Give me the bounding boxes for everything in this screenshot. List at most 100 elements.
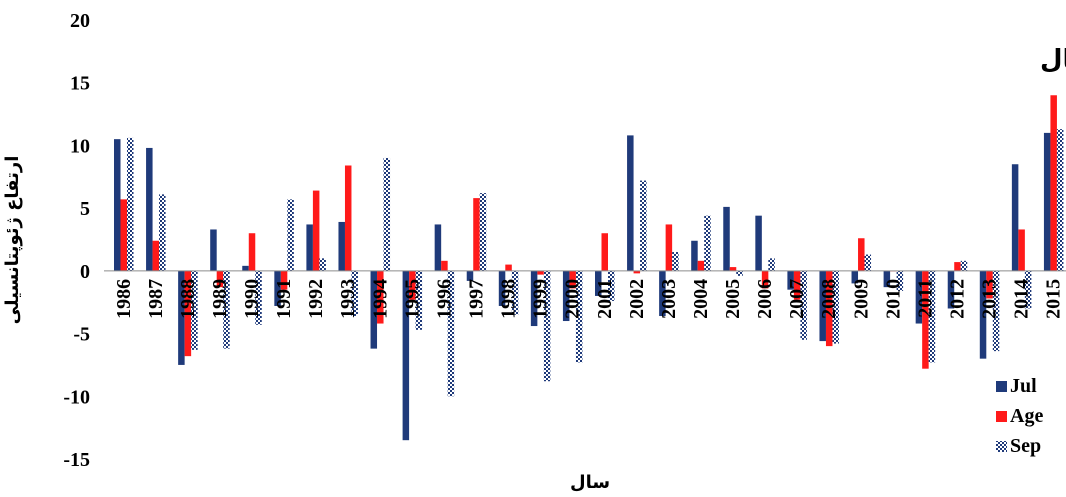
bar-jul-2008 [819, 270, 826, 342]
x-tick-label: 1988 [177, 279, 199, 319]
bar-age-2000 [569, 270, 576, 289]
bar-sep-1991 [287, 199, 294, 271]
bar-age-1993 [344, 165, 352, 271]
bar-sep-1992 [319, 258, 326, 271]
bar-jul-1988 [178, 270, 185, 365]
bar-sep-2014 [1024, 270, 1032, 309]
x-tick-label: 2000 [562, 279, 584, 319]
bar-jul-1990 [242, 265, 249, 271]
bar-sep-1998 [511, 270, 519, 315]
bar-sep-2013 [992, 270, 1000, 352]
bar-sep-2008 [832, 270, 839, 344]
bar-sep-1990 [255, 270, 262, 325]
bar-jul-2000 [562, 270, 570, 322]
x-tick-label: 2002 [626, 279, 648, 319]
bar-age-1989 [216, 270, 224, 288]
legend-swatch-age [996, 411, 1007, 422]
bar-age-2014 [1018, 229, 1025, 271]
bar-age-2007 [793, 270, 801, 300]
bar-age-2005 [729, 267, 737, 271]
bar-jul-1992 [306, 224, 313, 271]
bar-age-2004 [697, 260, 705, 271]
x-axis-title: سال [570, 472, 610, 493]
bar-sep-2012 [960, 260, 968, 271]
bar-jul-2012 [947, 270, 955, 309]
bar-sep-2003 [672, 252, 679, 271]
legend-label-age: Age [1010, 405, 1043, 427]
bar-age-2015 [1050, 95, 1057, 271]
bar-jul-1989 [210, 229, 217, 271]
bar-age-1990 [248, 233, 256, 271]
y-axis-ticks: 20 15 10 5 0 -5 -10 -15 [63, 10, 90, 471]
bar-jul-2005 [723, 206, 730, 271]
bar-sep-1996 [447, 270, 455, 397]
bar-jul-2001 [595, 270, 602, 296]
bars-layer [114, 95, 1064, 441]
bar-jul-2002 [627, 135, 634, 271]
x-tick-label: 1986 [113, 279, 135, 319]
bar-jul-2006 [755, 215, 762, 271]
x-tick-label: 2004 [690, 279, 712, 319]
bar-sep-2001 [608, 270, 615, 301]
bar-jul-2015 [1043, 132, 1051, 271]
bar-age-1994 [377, 270, 384, 324]
bar-jul-1996 [434, 224, 442, 271]
bar-jul-2007 [787, 270, 794, 290]
y-axis-title: ارتفاع ژئوپتانسیلی [2, 156, 23, 325]
bar-sep-2000 [575, 270, 583, 363]
x-tick-label: 2012 [946, 279, 968, 319]
bar-age-2011 [922, 270, 929, 369]
x-tick-label: 1992 [305, 279, 327, 319]
bar-sep-2002 [640, 180, 647, 271]
bar-sep-1999 [543, 270, 551, 382]
bar-age-1988 [184, 270, 192, 357]
bar-sep-1995 [415, 270, 423, 330]
legend-swatch-jul [996, 381, 1007, 392]
x-tick-label: 2005 [722, 279, 744, 319]
category-labels: 1986 1987 1988 1989 1990 1991 1992 1993 1994 1995… [113, 279, 1065, 319]
bar-age-2006 [761, 270, 769, 289]
bar-age-1996 [441, 260, 448, 271]
bar-sep-2015 [1056, 129, 1064, 271]
y-tick-label: 20 [70, 10, 90, 32]
chart-title: تراز ۸۵۰ هکتوپاسکال [1040, 45, 1066, 75]
y-tick-label: 10 [70, 135, 90, 157]
legend-label-sep: Sep [1010, 435, 1041, 457]
x-tick-label: 2006 [754, 279, 776, 319]
bar-jul-1995 [402, 270, 410, 441]
bar-sep-1993 [351, 270, 358, 317]
x-tick-label: 2003 [658, 279, 680, 319]
x-tick-label: 1991 [273, 279, 295, 319]
bar-sep-1997 [479, 193, 487, 271]
x-tick-label: 2014 [1011, 279, 1033, 319]
bar-sep-1987 [159, 194, 166, 271]
bar-jul-1991 [274, 270, 281, 306]
bar-jul-1993 [338, 221, 345, 271]
bar-age-1997 [473, 198, 480, 271]
y-tick-label: -15 [63, 449, 90, 471]
bar-age-2002 [633, 270, 641, 274]
x-tick-label: 2001 [594, 279, 616, 319]
x-tick-label: 2010 [882, 279, 904, 319]
y-tick-label: -10 [63, 386, 90, 408]
bar-age-1991 [280, 270, 288, 290]
x-tick-label: 1995 [401, 279, 423, 319]
bar-sep-1988 [191, 270, 198, 350]
x-tick-label: 1999 [530, 279, 552, 319]
bar-age-2003 [665, 224, 673, 271]
bar-jul-2014 [1011, 164, 1019, 271]
bar-age-1998 [505, 264, 512, 271]
bar-jul-1987 [146, 147, 153, 271]
bar-jul-2004 [691, 240, 698, 271]
bar-jul-1986 [114, 139, 121, 271]
x-tick-label: 1990 [241, 279, 263, 319]
bar-jul-2010 [883, 270, 891, 288]
x-tick-label: 2007 [786, 279, 808, 319]
y-tick-label: 15 [70, 73, 90, 95]
bar-age-2001 [601, 233, 608, 271]
bar-jul-1997 [466, 270, 474, 281]
bar-jul-1999 [530, 270, 538, 327]
bar-age-1992 [312, 190, 320, 271]
bar-jul-2003 [659, 270, 666, 317]
